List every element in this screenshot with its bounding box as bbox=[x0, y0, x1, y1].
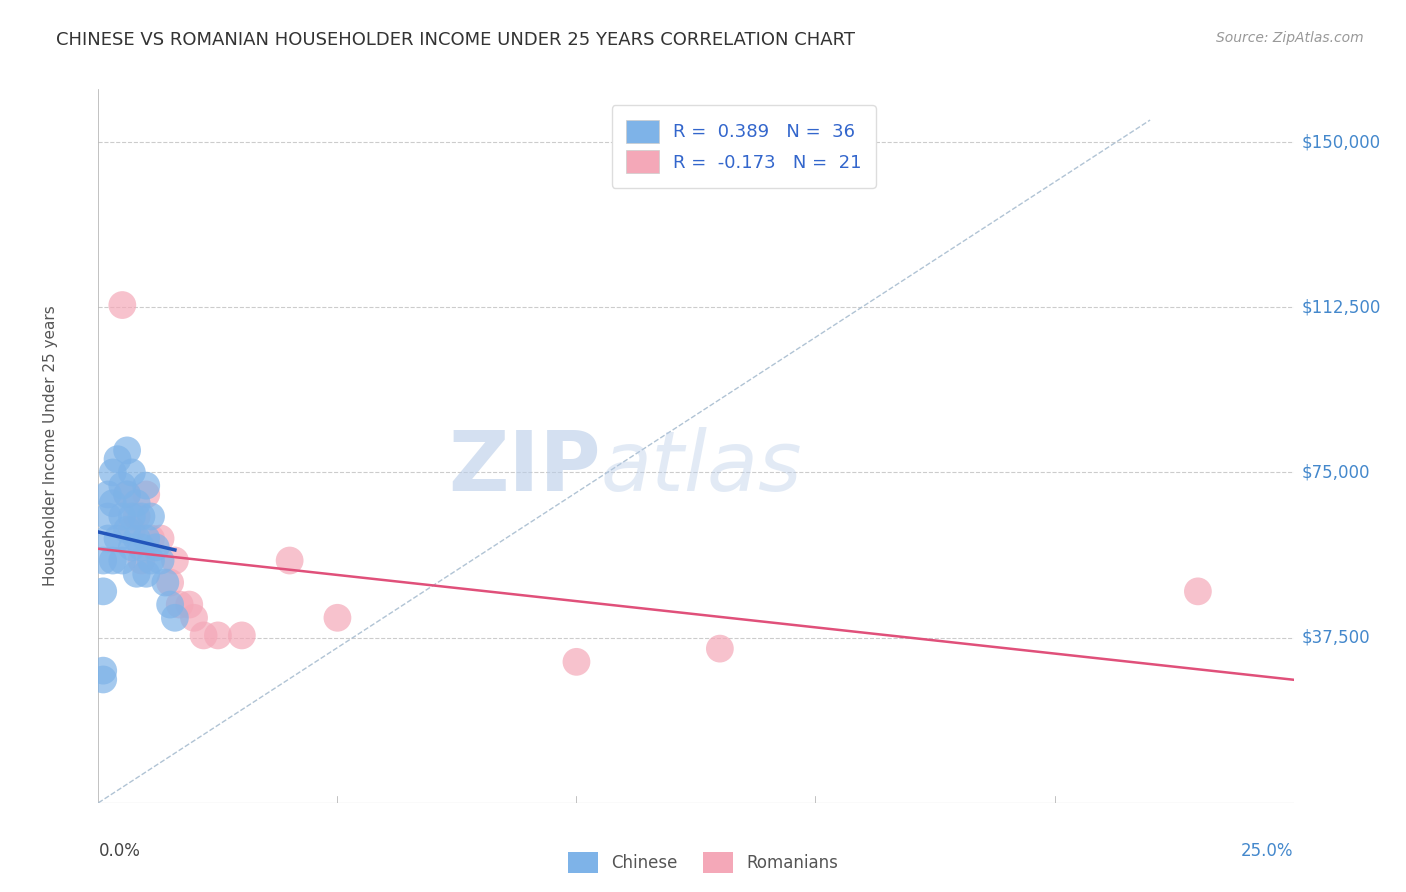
Point bbox=[125, 532, 148, 546]
Point bbox=[91, 584, 114, 599]
Point bbox=[1187, 584, 1209, 599]
Point bbox=[131, 509, 153, 524]
Point bbox=[115, 487, 138, 501]
Point bbox=[183, 611, 205, 625]
Point bbox=[121, 541, 143, 555]
Point bbox=[111, 553, 134, 567]
Point bbox=[139, 532, 162, 546]
Text: ZIP: ZIP bbox=[449, 427, 600, 508]
Point bbox=[149, 553, 172, 567]
Text: 0.0%: 0.0% bbox=[98, 842, 141, 860]
Point bbox=[111, 509, 134, 524]
Text: $75,000: $75,000 bbox=[1302, 464, 1371, 482]
Point bbox=[139, 509, 162, 524]
Point bbox=[179, 598, 201, 612]
Point bbox=[125, 509, 148, 524]
Point bbox=[131, 541, 153, 555]
Point bbox=[159, 598, 181, 612]
Point bbox=[107, 532, 129, 546]
Point bbox=[121, 466, 143, 480]
Point bbox=[155, 575, 177, 590]
Point bbox=[97, 532, 120, 546]
Text: 25.0%: 25.0% bbox=[1241, 842, 1294, 860]
Point bbox=[101, 496, 124, 510]
Point bbox=[135, 566, 157, 581]
Point bbox=[97, 509, 120, 524]
Point bbox=[91, 664, 114, 678]
Legend: R =  0.389   N =  36, R =  -0.173   N =  21: R = 0.389 N = 36, R = -0.173 N = 21 bbox=[612, 105, 876, 188]
Point bbox=[115, 487, 138, 501]
Text: $150,000: $150,000 bbox=[1302, 133, 1381, 151]
Point bbox=[207, 628, 229, 642]
Point bbox=[111, 478, 134, 492]
Text: CHINESE VS ROMANIAN HOUSEHOLDER INCOME UNDER 25 YEARS CORRELATION CHART: CHINESE VS ROMANIAN HOUSEHOLDER INCOME U… bbox=[56, 31, 855, 49]
Point bbox=[565, 655, 588, 669]
Point bbox=[145, 541, 167, 555]
Text: $37,500: $37,500 bbox=[1302, 629, 1371, 647]
Point bbox=[159, 575, 181, 590]
Text: Source: ZipAtlas.com: Source: ZipAtlas.com bbox=[1216, 31, 1364, 45]
Point bbox=[121, 523, 143, 537]
Point bbox=[278, 553, 301, 567]
Point bbox=[115, 443, 138, 458]
Point bbox=[97, 487, 120, 501]
Point bbox=[115, 523, 138, 537]
Legend: Chinese, Romanians: Chinese, Romanians bbox=[561, 846, 845, 880]
Point bbox=[135, 532, 157, 546]
Point bbox=[135, 478, 157, 492]
Point bbox=[163, 553, 186, 567]
Point bbox=[101, 466, 124, 480]
Point bbox=[326, 611, 349, 625]
Text: atlas: atlas bbox=[600, 427, 801, 508]
Point bbox=[101, 553, 124, 567]
Point bbox=[149, 532, 172, 546]
Point bbox=[107, 452, 129, 467]
Point bbox=[125, 566, 148, 581]
Point bbox=[91, 673, 114, 687]
Point bbox=[193, 628, 215, 642]
Point bbox=[139, 553, 162, 567]
Point bbox=[231, 628, 253, 642]
Point bbox=[125, 496, 148, 510]
Point bbox=[131, 553, 153, 567]
Text: Householder Income Under 25 years: Householder Income Under 25 years bbox=[44, 306, 58, 586]
Point bbox=[709, 641, 731, 656]
Point bbox=[163, 611, 186, 625]
Point bbox=[121, 509, 143, 524]
Point bbox=[135, 487, 157, 501]
Point bbox=[91, 553, 114, 567]
Point bbox=[111, 298, 134, 312]
Point bbox=[169, 598, 191, 612]
Text: $112,500: $112,500 bbox=[1302, 298, 1381, 317]
